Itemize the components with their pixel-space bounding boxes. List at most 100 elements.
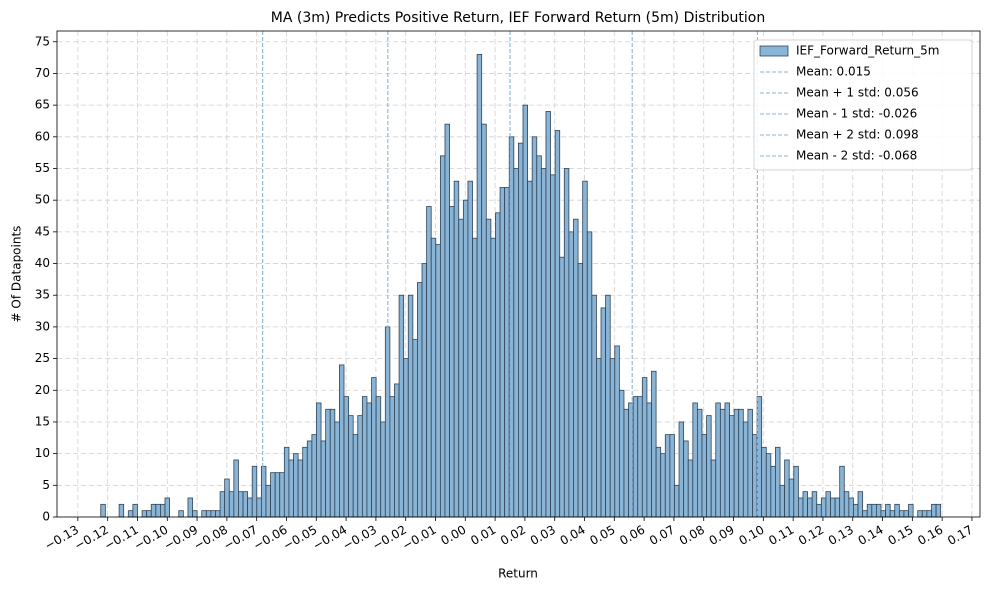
- bar: [366, 402, 372, 518]
- bar: [316, 402, 322, 518]
- bar: [559, 256, 565, 518]
- bar: [839, 465, 845, 518]
- axes-frame: [56, 30, 981, 518]
- bar: [306, 440, 313, 518]
- bar: [894, 503, 900, 518]
- bar: [618, 389, 625, 518]
- bar: [462, 199, 469, 518]
- bar: [623, 408, 629, 518]
- legend: IEF_Forward_Return_5m Mean: 0.015 Mean + 1…: [753, 39, 973, 171]
- bar: [830, 497, 836, 518]
- y-tick-label: 70: [35, 66, 50, 80]
- bar: [655, 446, 662, 518]
- bar: [499, 187, 506, 518]
- bar: [472, 237, 478, 518]
- bar: [495, 212, 501, 518]
- bar: [605, 294, 611, 518]
- bar: [421, 263, 428, 518]
- bar: [752, 434, 758, 518]
- bar: [586, 231, 593, 518]
- legend-label: Mean: 0.015: [796, 65, 871, 79]
- legend-label: Mean - 1 std: -0.026: [796, 107, 917, 121]
- legend-swatch: [759, 45, 789, 57]
- bar: [802, 491, 808, 518]
- bar: [417, 282, 423, 518]
- bar: [219, 491, 226, 518]
- bar: [155, 503, 161, 518]
- bar: [921, 510, 928, 518]
- bar: [412, 339, 418, 518]
- bar: [458, 218, 464, 518]
- bar: [371, 377, 377, 518]
- bar: [375, 396, 382, 518]
- bar: [710, 459, 717, 518]
- bar: [582, 180, 588, 518]
- bar: [325, 408, 331, 518]
- bar: [765, 453, 772, 518]
- bar: [545, 111, 551, 518]
- x-tick-label: 0.14: [856, 523, 886, 548]
- bar: [407, 294, 414, 518]
- bar: [283, 446, 290, 518]
- bar: [738, 408, 744, 518]
- bar: [614, 345, 620, 518]
- bar: [518, 142, 524, 518]
- bar: [389, 396, 395, 518]
- bar: [251, 465, 258, 518]
- bar: [352, 434, 359, 518]
- y-tick-label: 25: [35, 351, 50, 365]
- bar: [825, 491, 831, 518]
- bar: [935, 503, 942, 518]
- bar: [467, 180, 473, 518]
- y-tick-label: 35: [35, 288, 50, 302]
- bar: [853, 503, 859, 518]
- bar: [343, 396, 349, 518]
- x-tick-label: 0.13: [826, 523, 856, 548]
- bar: [687, 459, 694, 518]
- bar: [361, 396, 368, 518]
- y-tick-label: 30: [35, 319, 50, 333]
- x-tick-label: 0.17: [945, 523, 975, 548]
- plot-area: [57, 31, 980, 518]
- x-tick-label: 0.09: [707, 523, 737, 548]
- bar: [210, 510, 216, 518]
- bar: [435, 244, 441, 518]
- x-tick-label: 0.08: [677, 523, 707, 548]
- bar: [692, 402, 698, 518]
- bar: [797, 497, 804, 518]
- bar: [926, 510, 932, 518]
- bar: [889, 510, 896, 518]
- bar: [871, 503, 877, 518]
- x-tick-label: 0.04: [558, 523, 588, 548]
- bar: [834, 497, 841, 518]
- bar: [885, 503, 891, 518]
- bar: [660, 453, 666, 518]
- bar: [775, 446, 781, 518]
- bar: [242, 491, 249, 518]
- bar: [187, 497, 193, 518]
- bar: [641, 377, 648, 518]
- x-tick-label: 0.16: [915, 523, 945, 548]
- bar: [215, 510, 221, 518]
- bar: [683, 440, 689, 518]
- bar: [632, 396, 639, 518]
- bar: [784, 459, 790, 518]
- bar: [297, 459, 304, 518]
- chart-title: MA (3m) Predicts Positive Return, IEF Fo…: [271, 10, 766, 26]
- bar: [816, 503, 822, 518]
- bar: [540, 168, 547, 518]
- bar: [733, 408, 740, 518]
- bar: [334, 421, 340, 518]
- bar: [729, 415, 735, 518]
- bar: [288, 459, 294, 518]
- bar: [536, 155, 542, 518]
- x-tick-label: 0.12: [796, 523, 826, 548]
- bar: [908, 503, 914, 518]
- bar: [164, 497, 170, 518]
- bar: [311, 434, 317, 518]
- bar: [788, 478, 795, 518]
- x-axis-label: Return: [498, 567, 538, 581]
- bar: [862, 510, 868, 518]
- bar: [898, 510, 905, 518]
- bar: [398, 294, 405, 518]
